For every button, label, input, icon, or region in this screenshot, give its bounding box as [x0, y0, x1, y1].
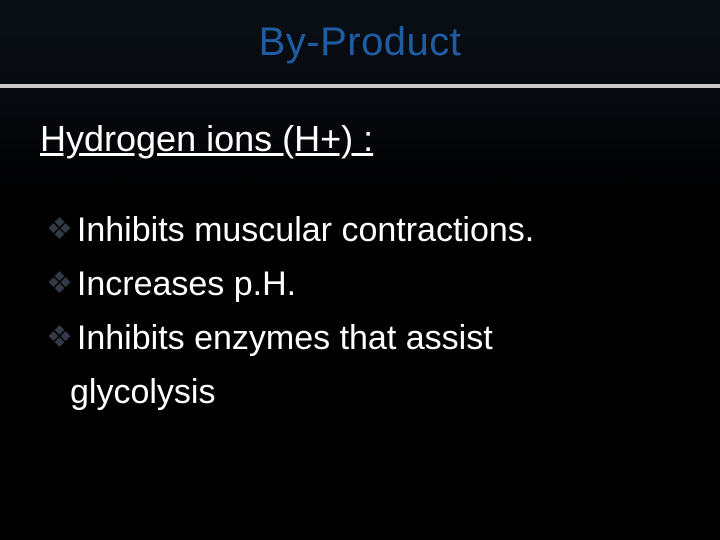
title-bar: By-Product [0, 0, 720, 88]
diamond-bullet-icon: ❖ [46, 262, 73, 306]
list-item: ❖ Inhibits muscular contractions. [46, 208, 680, 252]
diamond-bullet-icon: ❖ [46, 316, 73, 360]
diamond-bullet-icon: ❖ [46, 208, 73, 252]
bullet-list: ❖ Inhibits muscular contractions. ❖ Incr… [40, 208, 680, 414]
list-item: ❖ Inhibits enzymes that assist [46, 316, 680, 360]
bullet-text: Inhibits muscular contractions. [77, 208, 534, 252]
list-item: ❖ Increases p.H. [46, 262, 680, 306]
slide-subtitle: Hydrogen ions (H+) : [40, 118, 680, 160]
content-area: Hydrogen ions (H+) : ❖ Inhibits muscular… [0, 88, 720, 536]
bullet-text: Increases p.H. [77, 262, 296, 306]
bullet-text: Inhibits enzymes that assist [77, 316, 493, 360]
slide-title: By-Product [259, 20, 462, 65]
list-item-wrap: glycolysis [46, 370, 680, 414]
bullet-text: glycolysis [70, 370, 215, 414]
